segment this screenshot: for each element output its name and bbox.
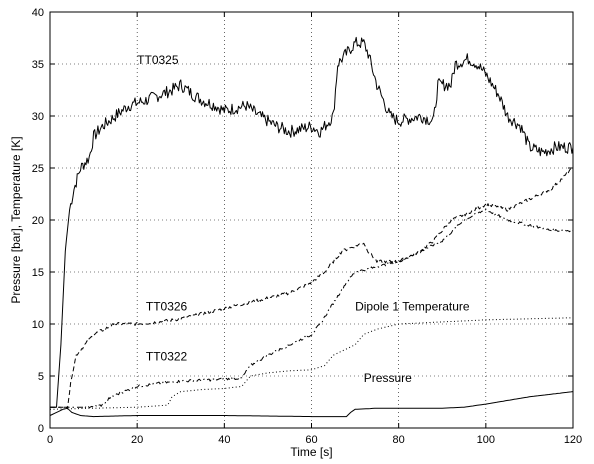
y-tick-label: 15 xyxy=(32,267,44,279)
series-annotation: Dipole 1 Temperature xyxy=(355,299,470,313)
series-annotation: Pressure xyxy=(364,371,412,385)
y-tick-label: 20 xyxy=(32,215,44,227)
annotations: TT0325 TT0326 TT0322 Dipole 1 Temperature Pr… xyxy=(137,53,470,385)
series-annotation: TT0325 xyxy=(137,53,179,67)
y-axis-label: Pressure [bar], Temperature [K] xyxy=(9,136,23,303)
y-tick-label: 10 xyxy=(32,319,44,331)
x-tick-label: 40 xyxy=(218,434,230,446)
series-group xyxy=(49,36,574,418)
x-tick-label: 20 xyxy=(131,434,143,446)
y-tick-label: 0 xyxy=(38,423,44,435)
grid xyxy=(50,12,573,428)
x-tick-label: 100 xyxy=(477,434,495,446)
x-tick-label: 0 xyxy=(47,434,53,446)
series-annotation: TT0322 xyxy=(146,349,188,363)
y-tick-label: 25 xyxy=(32,163,44,175)
x-axis-label: Time [s] xyxy=(290,445,332,459)
x-tick-label: 80 xyxy=(393,434,405,446)
y-tick-label: 35 xyxy=(32,59,44,71)
x-tick-label: 60 xyxy=(305,434,317,446)
series-line xyxy=(49,391,574,418)
series-line xyxy=(50,167,574,410)
series-line xyxy=(50,36,574,408)
y-tick-label: 5 xyxy=(38,371,44,383)
y-tick-label: 30 xyxy=(32,111,44,123)
x-tick-label: 120 xyxy=(564,434,582,446)
series-annotation: TT0326 xyxy=(146,299,188,313)
series-line xyxy=(50,209,574,409)
series-line xyxy=(49,317,573,410)
y-tick-label: 40 xyxy=(32,7,44,19)
ticks: 0 20 40 60 80 100 120 0 5 10 15 20 25 30 35 40 xyxy=(32,7,582,446)
